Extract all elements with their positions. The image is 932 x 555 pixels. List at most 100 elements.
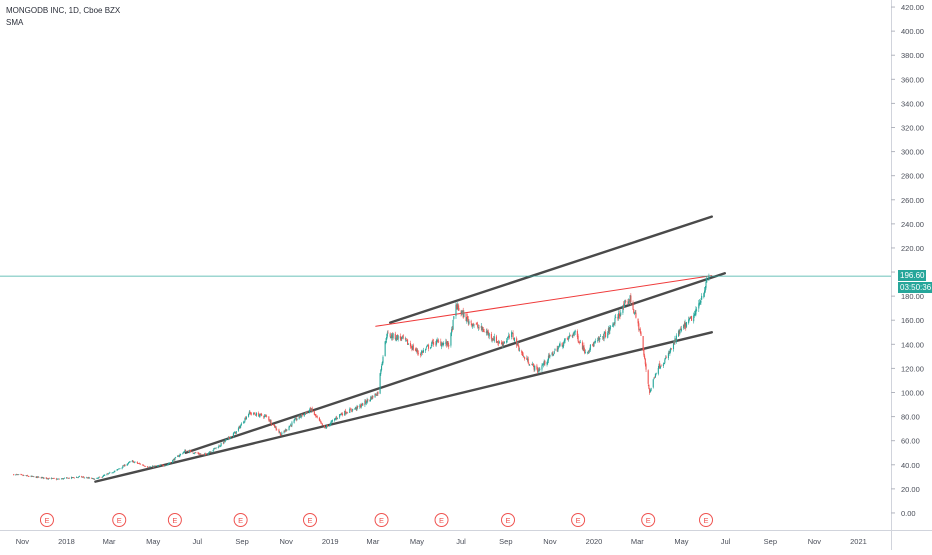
candle-body: [26, 475, 28, 477]
middle-channel-line[interactable]: [184, 272, 726, 454]
candle-body: [447, 341, 449, 345]
candle-body: [300, 416, 302, 418]
candle-body: [47, 478, 49, 480]
candle-body: [203, 454, 205, 456]
lower-channel-line[interactable]: [94, 331, 713, 483]
upper-channel-line[interactable]: [389, 215, 713, 324]
earnings-marker[interactable]: E: [699, 513, 714, 527]
candle-body: [593, 343, 595, 347]
sma-indicator-label[interactable]: SMA: [6, 18, 24, 27]
candle-body: [569, 334, 571, 337]
candle-body: [696, 309, 698, 311]
candle-body: [400, 337, 402, 340]
candle-body: [295, 418, 297, 420]
candle-body: [527, 358, 529, 364]
candle-body: [670, 348, 672, 352]
candle-body: [92, 478, 94, 479]
earnings-marker[interactable]: E: [571, 513, 586, 527]
candle-body: [324, 427, 326, 429]
candle-body: [374, 393, 376, 398]
candle-body: [622, 305, 624, 313]
candle-body: [491, 339, 493, 340]
candle-body: [255, 413, 258, 416]
candle-body: [704, 287, 706, 292]
candle-body: [183, 451, 185, 453]
candle-body: [652, 379, 654, 388]
candle-body: [245, 417, 247, 420]
candle-body: [227, 437, 229, 440]
red-resistance-line[interactable]: [375, 275, 713, 327]
candle-body: [27, 476, 29, 477]
earnings-marker[interactable]: E: [641, 513, 656, 527]
earnings-marker[interactable]: E: [303, 513, 318, 527]
candle-body: [573, 332, 576, 334]
chart-legend[interactable]: MONGODB INC, 1D, Cboe BZX SMA: [6, 5, 120, 29]
candle-body: [101, 477, 103, 478]
candle-body: [172, 460, 174, 464]
candle-body: [683, 323, 685, 328]
earnings-marker[interactable]: E: [233, 513, 248, 527]
candle-body: [547, 355, 550, 361]
candle-body: [375, 393, 377, 396]
candle-body: [237, 428, 240, 431]
earnings-marker[interactable]: E: [501, 513, 516, 527]
candle-body: [401, 335, 404, 337]
candle-body: [108, 472, 110, 474]
candle-body: [309, 408, 311, 411]
candle-body: [435, 343, 437, 345]
candle-body: [76, 477, 78, 478]
candle-body: [315, 416, 318, 417]
candle-body: [655, 372, 657, 374]
earnings-marker[interactable]: E: [112, 513, 127, 527]
candle-body: [597, 337, 599, 340]
candle-body: [370, 397, 372, 401]
candle-body: [52, 478, 55, 479]
candle-body: [476, 323, 478, 325]
candle-body: [200, 454, 202, 455]
earnings-marker[interactable]: E: [374, 513, 389, 527]
candle-body: [235, 431, 237, 434]
earnings-marker[interactable]: E: [39, 513, 54, 527]
time-axis-tick-label: Sep: [499, 537, 512, 546]
earnings-marker[interactable]: E: [434, 513, 449, 527]
price-axis-tick-label: 220.00: [901, 244, 924, 253]
candle-body: [42, 477, 44, 478]
candle-body: [185, 450, 187, 452]
earnings-marker[interactable]: E: [167, 513, 182, 527]
candle-body: [524, 357, 526, 359]
candle-body: [339, 414, 341, 418]
candle-body: [232, 433, 234, 437]
candle-body: [452, 319, 454, 330]
candle-body: [263, 415, 266, 418]
candle-body: [440, 341, 442, 346]
candle-body: [708, 275, 710, 280]
candle-body: [385, 340, 387, 342]
candle-body: [705, 281, 707, 288]
candle-body: [21, 474, 23, 476]
candle-body: [203, 453, 206, 455]
candle-body: [189, 450, 191, 452]
candle-body: [533, 365, 535, 370]
candle-body: [623, 304, 625, 308]
symbol-title[interactable]: MONGODB INC, 1D, Cboe BZX: [6, 6, 121, 15]
candle-body: [375, 395, 378, 396]
candle-body: [198, 453, 200, 455]
candle-body: [138, 463, 141, 464]
candle-body: [305, 412, 307, 414]
candle-body: [578, 342, 581, 343]
candles: [13, 273, 710, 481]
candle-body: [248, 413, 250, 417]
candle-body: [572, 334, 574, 336]
candle-body: [649, 388, 651, 394]
candle-body: [675, 339, 677, 341]
candle-body: [182, 452, 185, 453]
candle-body: [506, 338, 508, 340]
candle-body: [490, 333, 492, 339]
candle-body: [156, 465, 159, 467]
candle-body: [658, 364, 660, 368]
candle-body: [153, 466, 155, 468]
candle-body: [644, 355, 646, 359]
candle-body: [319, 420, 321, 422]
